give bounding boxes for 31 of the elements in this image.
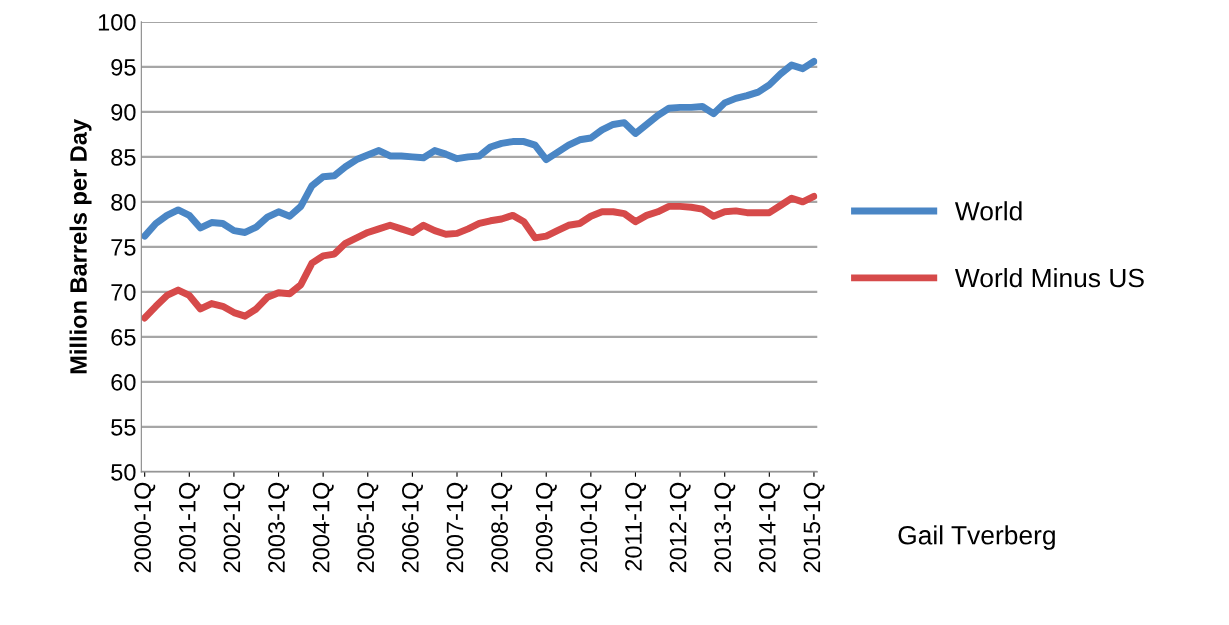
x-tick-label: 2012-1Q [669, 482, 691, 573]
y-tick-label: 65 [111, 328, 136, 346]
y-tick-label: 50 [111, 463, 136, 481]
legend-label: World [954, 201, 1022, 221]
x-tick-label: 2014-1Q [758, 482, 780, 573]
y-tick-label: 75 [111, 239, 136, 256]
x-tick-label: 2004-1Q [312, 482, 334, 573]
x-tick-label: 2007-1Q [446, 482, 468, 573]
x-tick-label: 2002-1Q [223, 482, 245, 573]
y-axis-title: Million Barrels per Day [69, 119, 92, 374]
x-tick-label: 2010-1Q [580, 482, 602, 573]
y-tick-label: 70 [111, 283, 136, 301]
y-tick-label: 60 [111, 373, 136, 391]
x-tick-label: 2009-1Q [535, 482, 557, 573]
y-tick-label: 95 [111, 58, 136, 76]
x-tick-label: 2011-1Q [625, 482, 647, 571]
x-tick-label: 2008-1Q [491, 482, 513, 573]
x-tick-label: 2003-1Q [268, 482, 290, 573]
x-tick-label: 2006-1Q [402, 482, 423, 573]
text: Gail Tverberg [898, 525, 1055, 550]
legend-label: World Minus US [954, 267, 1144, 288]
x-tick-label: 2000-1Q [134, 482, 156, 573]
y-tick-label: 90 [111, 103, 136, 121]
y-tick-label: 100 [98, 13, 136, 31]
x-tick-label: 2015-1Q [803, 482, 825, 573]
x-tick-label: 2013-1Q [714, 482, 736, 573]
y-tick-label: 85 [111, 148, 136, 166]
y-tick-label: 80 [111, 193, 136, 211]
y-tick-label: 55 [111, 419, 136, 436]
x-tick-label: 2005-1Q [357, 482, 379, 573]
x-tick-label: 2001-1Q [178, 482, 200, 573]
